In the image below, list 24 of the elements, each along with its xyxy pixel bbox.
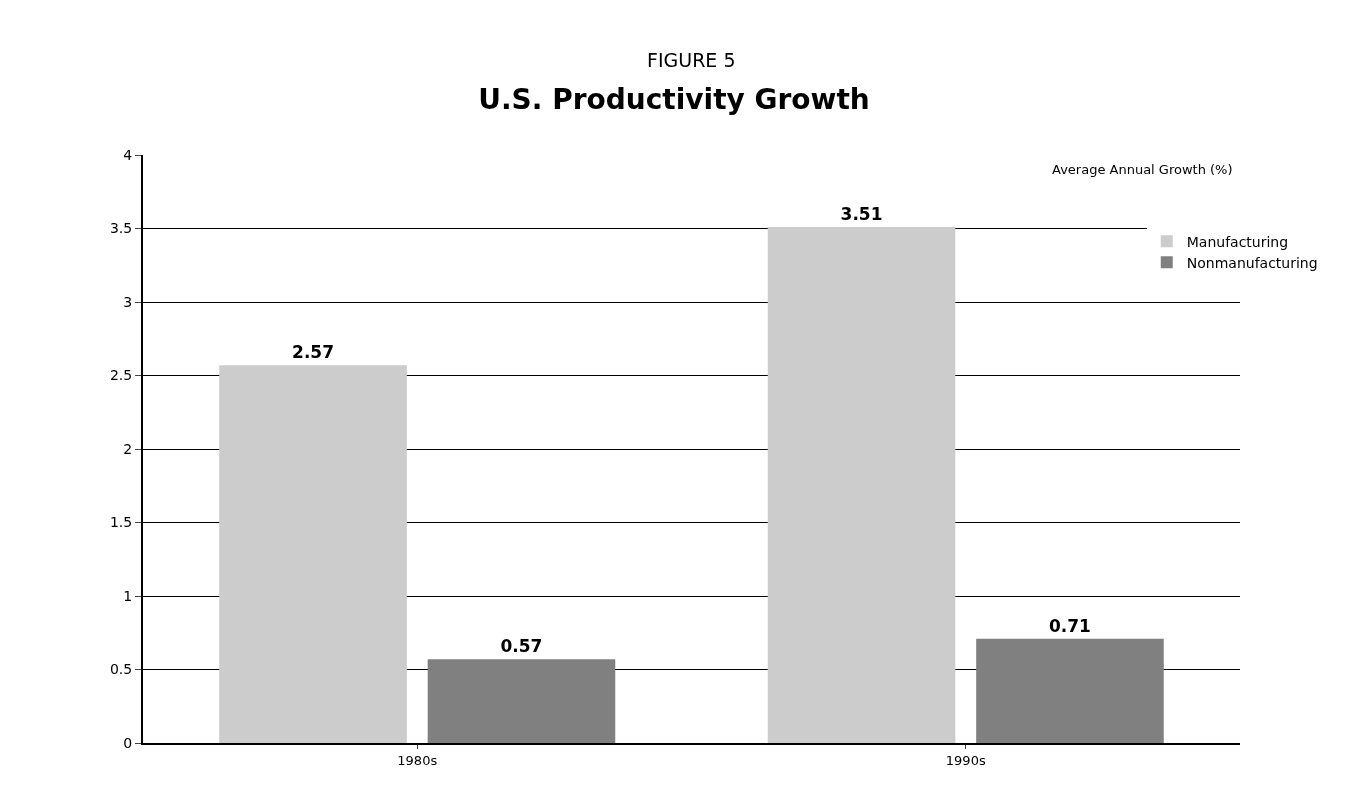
y-axis-title: Average Annual Growth (%) [1052,162,1233,177]
bar [976,638,1164,743]
y-tick-label: 1 [123,587,133,604]
chart-title: U.S. Productivity Growth [478,83,870,117]
x-tick-label: 1990s [945,752,986,768]
data-label: 3.51 [840,204,883,225]
y-tick-label: 1.5 [109,514,133,531]
chart-subtitle: FIGURE 5 [647,49,736,71]
y-tick-label: 3.5 [109,220,133,237]
bar [427,659,616,743]
y-tick-label: 0.5 [109,661,133,678]
data-label: 2.57 [292,342,335,363]
data-label: 0.71 [1048,615,1091,636]
y-tick-label: 3 [123,293,133,310]
y-tick-label: 0 [123,734,133,751]
legend-label: Nonmanufacturing [1186,254,1318,271]
y-tick-label: 4 [123,146,133,163]
bar [767,227,956,743]
x-tick-label: 1980s [397,752,438,768]
y-tick-label: 2 [123,440,133,457]
legend-label: Manufacturing [1186,233,1289,250]
data-label: 0.57 [500,636,543,657]
bar [219,365,407,743]
y-tick-label: 2.5 [109,367,133,384]
